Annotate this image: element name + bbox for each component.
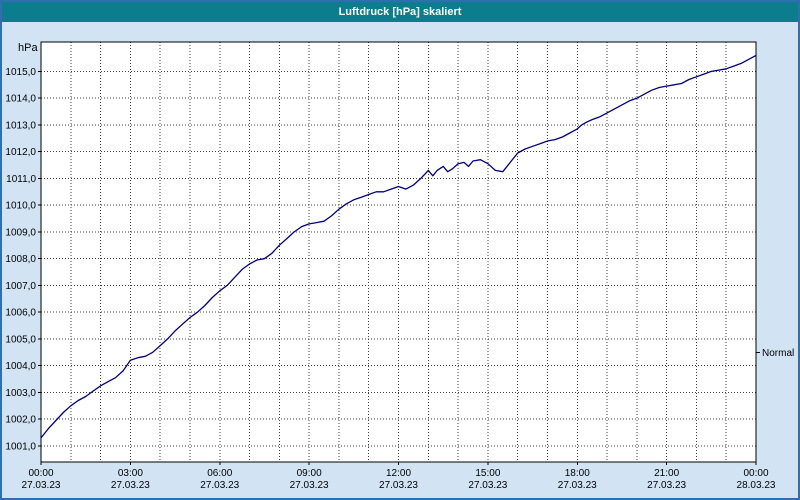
x-tick-date-label: 27.03.23 — [647, 480, 686, 491]
y-tick-label: 1010,0 — [5, 201, 36, 212]
y-tick-label: 1004,0 — [5, 361, 36, 372]
y-tick-label: 1006,0 — [5, 308, 36, 319]
y-tick-label: 1013,0 — [5, 120, 36, 131]
x-tick-date-label: 27.03.23 — [111, 480, 150, 491]
x-tick-date-label: 27.03.23 — [468, 480, 507, 491]
y-tick-label: 1014,0 — [5, 94, 36, 105]
y-axis-unit-label: hPa — [18, 42, 38, 54]
pressure-line — [40, 54, 757, 439]
normal-annotation-label: Normal — [762, 348, 794, 359]
x-tick-date-label: 27.03.23 — [379, 480, 418, 491]
x-tick-date-label: 27.03.23 — [290, 480, 329, 491]
window-title: Luftdruck [hPa] skaliert — [338, 6, 462, 18]
y-tick-label: 1002,0 — [5, 415, 36, 426]
y-tick-label: 1015,0 — [5, 67, 36, 78]
chart-canvas: 1001,0 1002,0 1003,0 1004,0 1005,0 1006,0 1007… — [5, 41, 794, 491]
title-bar[interactable]: Luftdruck [hPa] skaliert — [2, 2, 798, 22]
y-tick-label: 1003,0 — [5, 388, 36, 399]
x-tick-time-label: 12:00 — [386, 468, 411, 479]
x-tick-date-label: 27.03.23 — [558, 480, 597, 491]
x-tick-time-label: 18:00 — [565, 468, 590, 479]
y-tick-label: 1009,0 — [5, 227, 36, 238]
x-tick-date-label: 28.03.23 — [737, 480, 776, 491]
chart-region: 1001,0 1002,0 1003,0 1004,0 1005,0 1006,0 1007… — [2, 22, 798, 498]
y-tick-label: 1008,0 — [5, 254, 36, 265]
y-tick-label: 1005,0 — [5, 334, 36, 345]
x-tick-time-label: 00:00 — [28, 468, 53, 479]
x-tick-time-label: 06:00 — [207, 468, 232, 479]
y-tick-label: 1011,0 — [6, 174, 36, 185]
x-tick-time-label: 15:00 — [475, 468, 500, 479]
y-tick-label: 1012,0 — [5, 147, 36, 158]
x-tick-date-label: 27.03.23 — [200, 480, 239, 491]
x-tick-date-label: 27.03.23 — [22, 480, 61, 491]
x-tick-time-label: 09:00 — [297, 468, 322, 479]
y-tick-label: 1007,0 — [5, 281, 36, 292]
x-tick-time-label: 00:00 — [743, 468, 768, 479]
y-tick-label: 1001,0 — [5, 441, 36, 452]
x-tick-time-label: 03:00 — [118, 468, 143, 479]
x-tick-time-label: 21:00 — [654, 468, 679, 479]
